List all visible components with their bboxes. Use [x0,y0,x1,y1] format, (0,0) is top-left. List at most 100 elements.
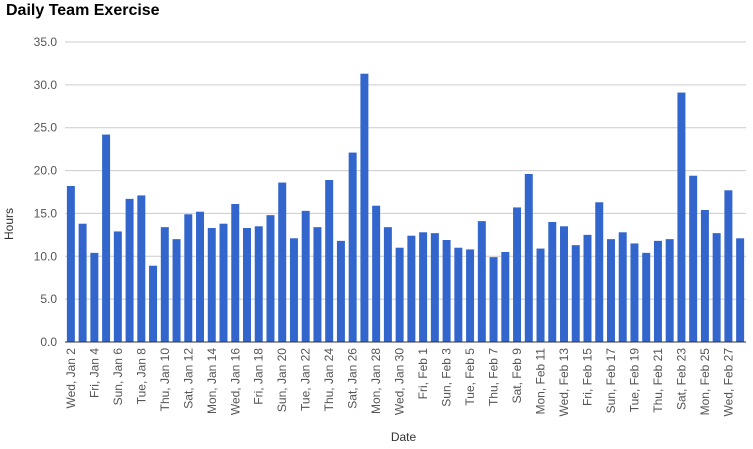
y-tick-label: 35.0 [34,35,58,49]
x-tick-label: Mon, Jan 14 [205,348,219,414]
bar [219,223,228,342]
bar [524,174,533,342]
x-tick-label: Thu, Feb 21 [651,348,665,413]
bar [430,233,439,342]
y-axis-label: Hours [2,208,16,240]
bar [348,152,357,342]
bar [301,210,310,342]
y-tick-label: 5.0 [40,292,57,306]
bar [325,180,334,342]
bar [254,226,263,342]
bar [606,239,615,342]
bar [618,232,627,342]
x-tick-label: Tue, Jan 8 [134,348,148,405]
x-tick-label: Sun, Feb 17 [604,348,618,414]
x-tick-label: Wed, Feb 27 [721,348,735,417]
bar [407,235,416,342]
bar [184,214,193,342]
y-axis-ticks: 0.0 5.0 10.0 15.0 20.0 25.0 30.0 35.0 [34,35,58,349]
bar [689,175,698,342]
bar [242,228,251,342]
bar [595,202,604,342]
bar [149,265,158,342]
y-tick-label: 25.0 [34,121,58,135]
bars [66,73,745,342]
y-tick-label: 15.0 [34,206,58,220]
x-tick-label: Mon, Feb 11 [534,348,548,415]
bar [642,252,651,342]
x-tick-label: Fri, Jan 4 [87,348,101,398]
x-tick-label: Tue, Jan 22 [299,348,313,411]
bar [536,248,545,342]
x-tick-label: Fri, Feb 1 [416,348,430,400]
bar [137,195,146,342]
bar [630,243,639,342]
bar [313,227,322,342]
bar [160,227,169,342]
bar [489,257,498,342]
bar [383,227,392,342]
bar [513,207,522,342]
x-tick-label: Tue, Feb 19 [627,348,641,413]
bar [583,234,592,342]
x-axis-ticks: Wed, Jan 2 Fri, Jan 4 Sun, Jan 6 Tue, Jan 8… [64,348,736,417]
bar [102,134,111,342]
x-tick-label: Sun, Jan 20 [275,348,289,412]
bar [419,232,428,342]
bar [501,252,510,342]
x-tick-label: Sat, Jan 26 [346,348,360,409]
bar [477,221,486,342]
bar [266,215,275,342]
bar [571,245,580,342]
x-tick-label: Mon, Jan 28 [369,348,383,414]
x-tick-label: Wed, Jan 2 [64,348,78,409]
bar [231,204,240,342]
bar [442,240,451,342]
bar [372,205,381,342]
x-tick-label: Thu, Jan 24 [322,348,336,412]
bar [665,239,674,342]
bar [125,198,134,342]
x-tick-label: Sun, Feb 3 [440,348,454,407]
x-tick-label: Fri, Feb 15 [580,348,594,406]
x-tick-label: Wed, Jan 16 [228,348,242,415]
bar [395,247,404,342]
bar [466,249,475,342]
bar [736,238,745,342]
x-tick-label: Sun, Jan 6 [111,348,125,406]
bar [454,247,463,342]
chart-title: Daily Team Exercise [6,2,160,19]
bar [278,182,287,342]
bar [196,211,205,342]
x-tick-label: Tue, Feb 5 [463,348,477,406]
bar [172,239,181,342]
bar [78,223,87,342]
x-tick-label: Fri, Jan 18 [252,348,266,405]
x-tick-label: Sat, Jan 12 [181,348,195,409]
bar [90,252,99,342]
bar [336,240,345,342]
bar [700,210,709,342]
bar [724,190,733,342]
x-tick-label: Sat, Feb 9 [510,348,524,404]
bar [289,238,298,342]
bar [360,73,369,342]
x-axis-label: Date [391,430,417,444]
y-tick-label: 20.0 [34,164,58,178]
x-tick-label: Mon, Feb 25 [698,348,712,416]
bar [113,231,122,342]
bar [653,240,662,342]
y-tick-label: 0.0 [40,335,57,349]
x-tick-label: Wed, Jan 30 [393,348,407,415]
bar [677,92,686,342]
y-tick-label: 30.0 [34,78,58,92]
x-tick-label: Thu, Feb 7 [487,348,501,406]
x-tick-label: Sat, Feb 23 [674,348,688,410]
bar [712,233,721,342]
bar [548,222,557,342]
bar [560,226,569,342]
bar [207,228,216,342]
bar [66,186,75,342]
y-tick-label: 10.0 [34,249,58,263]
